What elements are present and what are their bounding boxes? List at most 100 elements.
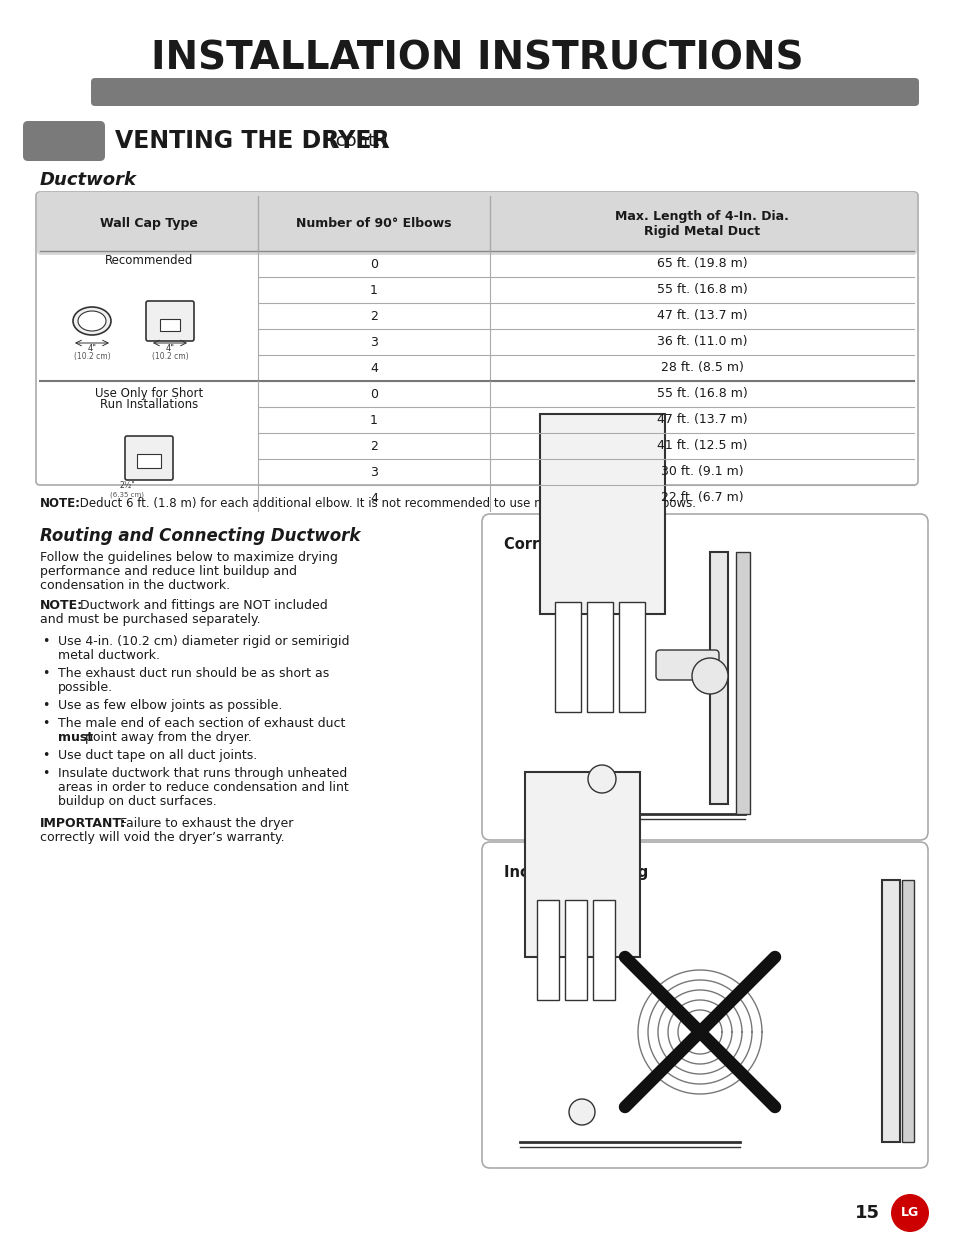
Text: 1: 1 [370, 414, 377, 426]
FancyBboxPatch shape [23, 121, 105, 161]
Text: (cont.): (cont.) [323, 132, 387, 149]
Text: 36 ft. (11.0 m): 36 ft. (11.0 m) [656, 336, 746, 348]
Bar [735, 552, 749, 814]
Text: •: • [42, 667, 50, 680]
Text: 2: 2 [370, 440, 377, 452]
FancyBboxPatch shape [146, 301, 193, 341]
Text: 0: 0 [370, 258, 377, 270]
Bar [593, 900, 615, 1000]
Ellipse shape [73, 308, 111, 335]
Text: 4: 4 [370, 362, 377, 374]
Text: •: • [42, 718, 50, 730]
Text: 22 ft. (6.7 m): 22 ft. (6.7 m) [660, 492, 742, 505]
Bar [564, 900, 586, 1000]
FancyBboxPatch shape [125, 436, 172, 480]
Text: Rigid Metal Duct: Rigid Metal Duct [643, 225, 760, 238]
Text: 0: 0 [370, 388, 377, 400]
Text: areas in order to reduce condensation and lint: areas in order to reduce condensation an… [58, 781, 349, 794]
Text: The exhaust duct run should be as short as: The exhaust duct run should be as short … [58, 667, 329, 680]
Text: 15: 15 [854, 1204, 879, 1221]
Circle shape [890, 1194, 928, 1233]
FancyBboxPatch shape [656, 650, 719, 680]
Text: (6.35 cm): (6.35 cm) [110, 492, 144, 498]
Text: Use Only for Short: Use Only for Short [94, 387, 203, 399]
Text: must: must [58, 731, 93, 743]
Text: Use 4-in. (10.2 cm) diameter rigid or semirigid: Use 4-in. (10.2 cm) diameter rigid or se… [58, 635, 349, 648]
Text: Deduct 6 ft. (1.8 m) for each additional elbow. It is not recommended to use mor: Deduct 6 ft. (1.8 m) for each additional… [76, 496, 696, 510]
Text: possible.: possible. [58, 680, 113, 694]
Text: 4": 4" [88, 345, 96, 353]
Ellipse shape [78, 311, 106, 331]
Text: The male end of each section of exhaust duct: The male end of each section of exhaust … [58, 718, 345, 730]
Bar [555, 601, 580, 713]
Text: Insulate ductwork that runs through unheated: Insulate ductwork that runs through unhe… [58, 767, 347, 781]
Text: Use as few elbow joints as possible.: Use as few elbow joints as possible. [58, 699, 282, 713]
Text: Correct Venting: Correct Venting [503, 536, 634, 552]
Text: buildup on duct surfaces.: buildup on duct surfaces. [58, 795, 216, 808]
Bar [709, 552, 727, 804]
Text: Routing and Connecting Ductwork: Routing and Connecting Ductwork [40, 527, 360, 545]
Bar [524, 772, 639, 957]
Text: 4: 4 [370, 492, 377, 505]
Text: Incorrect Venting: Incorrect Venting [503, 864, 648, 879]
Text: Recommended: Recommended [105, 254, 193, 268]
Text: 28 ft. (8.5 m): 28 ft. (8.5 m) [659, 362, 742, 374]
Text: 55 ft. (16.8 m): 55 ft. (16.8 m) [656, 388, 746, 400]
Text: NOTE:: NOTE: [40, 496, 81, 510]
Bar [882, 881, 899, 1142]
Text: NOTE:: NOTE: [40, 599, 83, 613]
FancyBboxPatch shape [37, 191, 916, 254]
Text: point away from the dryer.: point away from the dryer. [81, 731, 252, 743]
Text: correctly will void the dryer’s warranty.: correctly will void the dryer’s warranty… [40, 831, 284, 844]
Text: LG: LG [900, 1207, 918, 1219]
Text: •: • [42, 748, 50, 762]
Bar [137, 454, 161, 468]
FancyBboxPatch shape [36, 191, 917, 485]
Circle shape [568, 1099, 595, 1125]
FancyBboxPatch shape [481, 842, 927, 1168]
Text: performance and reduce lint buildup and: performance and reduce lint buildup and [40, 564, 296, 578]
FancyBboxPatch shape [481, 514, 927, 840]
Circle shape [587, 764, 616, 793]
Text: (10.2 cm): (10.2 cm) [73, 352, 111, 361]
Text: 41 ft. (12.5 m): 41 ft. (12.5 m) [656, 440, 746, 452]
Text: Follow the guidelines below to maximize drying: Follow the guidelines below to maximize … [40, 551, 337, 564]
Bar [41, 198, 912, 251]
Bar [586, 601, 613, 713]
Text: INSTALLATION INSTRUCTIONS: INSTALLATION INSTRUCTIONS [151, 40, 802, 77]
Text: Failure to exhaust the dryer: Failure to exhaust the dryer [116, 818, 294, 830]
Text: (10.2 cm): (10.2 cm) [152, 352, 188, 361]
Text: 47 ft. (13.7 m): 47 ft. (13.7 m) [656, 310, 746, 322]
Bar [901, 881, 913, 1142]
Text: 65 ft. (19.8 m): 65 ft. (19.8 m) [656, 258, 746, 270]
Text: Wall Cap Type: Wall Cap Type [100, 217, 197, 230]
Text: 3: 3 [370, 336, 377, 348]
Text: 2½": 2½" [119, 480, 134, 490]
Bar [618, 601, 644, 713]
Text: metal ductwork.: metal ductwork. [58, 650, 160, 662]
Text: 55 ft. (16.8 m): 55 ft. (16.8 m) [656, 284, 746, 296]
Text: 47 ft. (13.7 m): 47 ft. (13.7 m) [656, 414, 746, 426]
Text: 2: 2 [370, 310, 377, 322]
Text: 3: 3 [370, 466, 377, 478]
Text: Max. Length of 4-In. Dia.: Max. Length of 4-In. Dia. [615, 210, 788, 224]
Bar [539, 414, 664, 614]
Text: •: • [42, 635, 50, 648]
Circle shape [691, 658, 727, 694]
Text: •: • [42, 699, 50, 713]
Text: Run Installations: Run Installations [100, 399, 198, 411]
Text: IMPORTANT:: IMPORTANT: [40, 818, 126, 830]
Text: 30 ft. (9.1 m): 30 ft. (9.1 m) [660, 466, 742, 478]
Text: Ductwork: Ductwork [40, 170, 137, 189]
Bar [537, 900, 558, 1000]
Text: 4": 4" [165, 345, 174, 353]
Text: Number of 90° Elbows: Number of 90° Elbows [296, 217, 452, 230]
Text: 1: 1 [370, 284, 377, 296]
Text: VENTING THE DRYER: VENTING THE DRYER [115, 128, 389, 153]
Text: and must be purchased separately.: and must be purchased separately. [40, 613, 260, 626]
Text: condensation in the ductwork.: condensation in the ductwork. [40, 579, 230, 592]
Bar [160, 319, 180, 331]
Text: Use duct tape on all duct joints.: Use duct tape on all duct joints. [58, 748, 257, 762]
FancyBboxPatch shape [91, 78, 918, 106]
Text: •: • [42, 767, 50, 781]
